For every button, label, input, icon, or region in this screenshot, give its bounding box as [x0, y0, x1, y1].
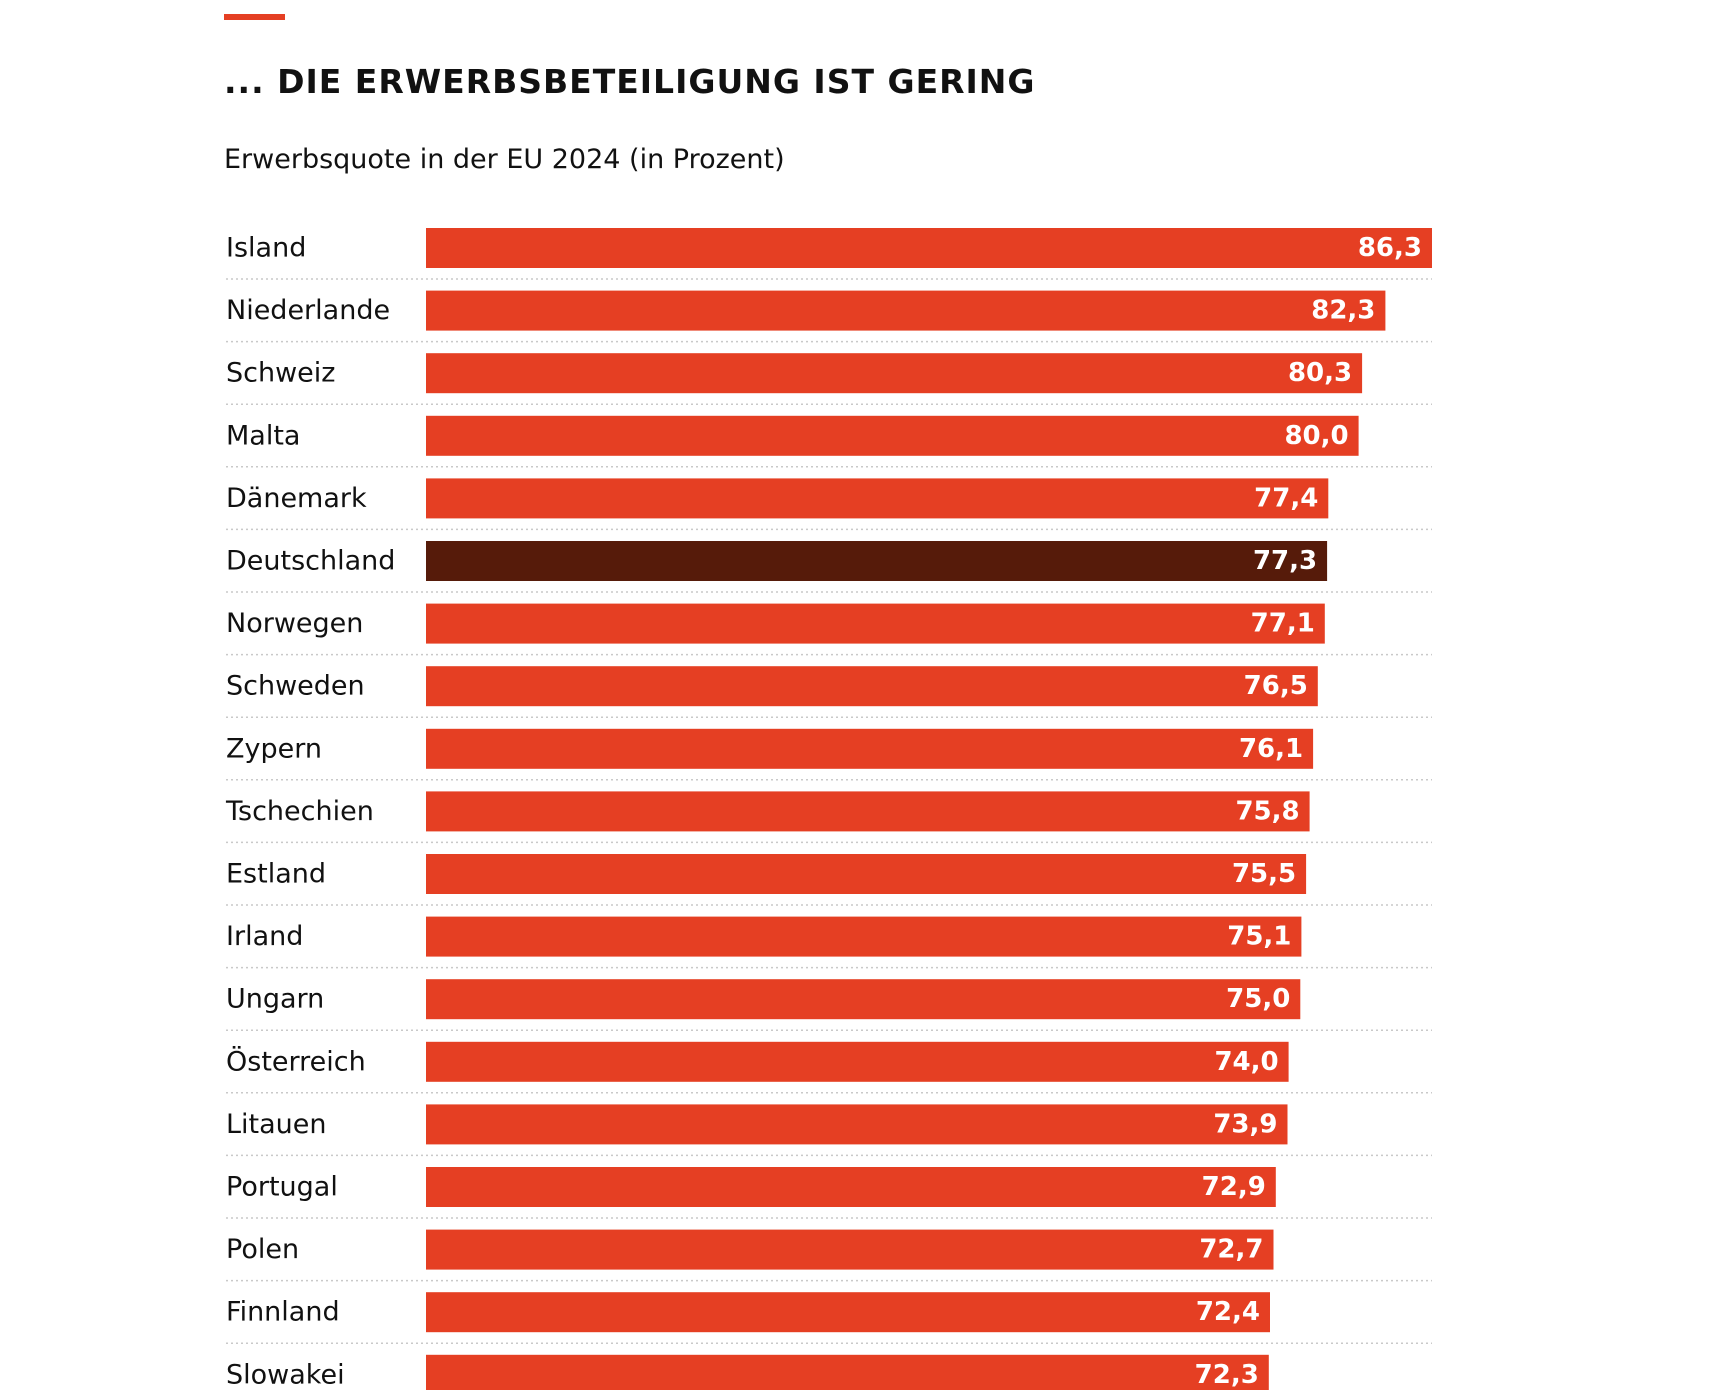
bar-row-daenemark: Dänemark 77,4 [226, 478, 1432, 531]
category-label: Österreich [226, 1045, 366, 1077]
value-label: 72,7 [1199, 1235, 1263, 1265]
value-label: 77,3 [1253, 546, 1317, 576]
bar [426, 478, 1329, 519]
category-label: Portugal [226, 1172, 338, 1203]
category-label: Schweiz [226, 358, 335, 389]
category-label: Tschechien [225, 796, 374, 827]
value-label: 74,0 [1214, 1047, 1278, 1077]
value-label: 75,8 [1235, 796, 1299, 826]
bar [426, 791, 1310, 832]
category-label: Irland [226, 921, 303, 952]
bar-row-oesterreich: Österreich 74,0 [226, 1041, 1432, 1094]
bar-row-finnland: Finnland 72,4 [226, 1292, 1432, 1344]
bar-row-slowakei: Slowakei 72,3 [226, 1354, 1269, 1390]
value-label: 72,3 [1195, 1360, 1259, 1390]
bar [426, 353, 1363, 394]
bar [426, 728, 1314, 769]
bar-row-litauen: Litauen 73,9 [226, 1104, 1432, 1157]
value-label: 72,9 [1202, 1172, 1266, 1202]
value-label: 80,0 [1284, 421, 1348, 451]
chart-title: ... DIE ERWERBSBETEILIGUNG IST GERING [224, 62, 1036, 101]
bar [426, 1354, 1269, 1390]
bar-row-ungarn: Ungarn 75,0 [226, 979, 1432, 1031]
bar [426, 603, 1325, 644]
category-label: Slowakei [226, 1359, 345, 1390]
value-label: 77,1 [1251, 609, 1315, 639]
category-label: Niederlande [226, 295, 390, 326]
bar [426, 1104, 1288, 1145]
value-label: 80,3 [1288, 358, 1352, 388]
value-label: 75,1 [1227, 922, 1291, 952]
bar-row-irland: Irland 75,1 [226, 916, 1432, 969]
category-label: Estland [226, 859, 326, 890]
bar [426, 290, 1386, 331]
category-label: Island [226, 233, 306, 264]
value-label: 76,1 [1239, 734, 1303, 764]
value-label: 76,5 [1244, 671, 1308, 701]
bar-row-estland: Estland 75,5 [226, 854, 1432, 906]
bar-row-portugal: Portugal 72,9 [226, 1167, 1432, 1219]
bar [426, 541, 1328, 581]
value-label: 75,5 [1232, 859, 1296, 889]
bar-row-zypern: Zypern 76,1 [226, 728, 1432, 781]
category-label: Finnland [226, 1297, 340, 1328]
bar [426, 979, 1301, 1020]
category-label: Zypern [226, 733, 322, 764]
bar [426, 228, 1432, 268]
value-label: 75,0 [1226, 984, 1290, 1014]
bar-row-schweiz: Schweiz 80,3 [226, 353, 1432, 405]
bar-row-schweden: Schweden 76,5 [226, 666, 1432, 718]
chart-subtitle: Erwerbsquote in der EU 2024 (in Prozent) [224, 144, 785, 175]
value-label: 72,4 [1196, 1297, 1260, 1327]
value-label: 77,4 [1254, 483, 1318, 513]
bar [426, 415, 1359, 456]
bar-row-polen: Polen 72,7 [226, 1229, 1432, 1282]
bar [426, 1167, 1276, 1207]
bar [426, 1292, 1270, 1333]
bar-row-tschechien: Tschechien 75,8 [225, 791, 1432, 844]
value-label: 73,9 [1213, 1109, 1277, 1139]
bar [426, 666, 1318, 707]
bar [426, 916, 1302, 957]
bar-row-norwegen: Norwegen 77,1 [226, 603, 1432, 656]
category-label: Polen [226, 1234, 299, 1265]
bar [426, 1229, 1274, 1270]
value-label: 82,3 [1311, 296, 1375, 326]
category-label: Schweden [226, 671, 365, 702]
category-label: Ungarn [226, 984, 324, 1015]
bar-row-island: Island 86,3 [226, 228, 1432, 280]
bar-row-malta: Malta 80,0 [226, 415, 1432, 468]
bar-row-deutschland: Deutschland 77,3 [226, 541, 1432, 593]
category-label: Malta [226, 420, 300, 451]
value-label: 86,3 [1358, 233, 1422, 263]
bar [426, 1041, 1289, 1082]
category-label: Norwegen [226, 608, 363, 639]
category-label: Dänemark [226, 483, 367, 514]
bar [426, 854, 1307, 894]
accent-line [224, 14, 285, 20]
category-label: Deutschland [226, 546, 395, 577]
bar-row-niederlande: Niederlande 82,3 [226, 290, 1432, 343]
category-label: Litauen [226, 1109, 327, 1140]
